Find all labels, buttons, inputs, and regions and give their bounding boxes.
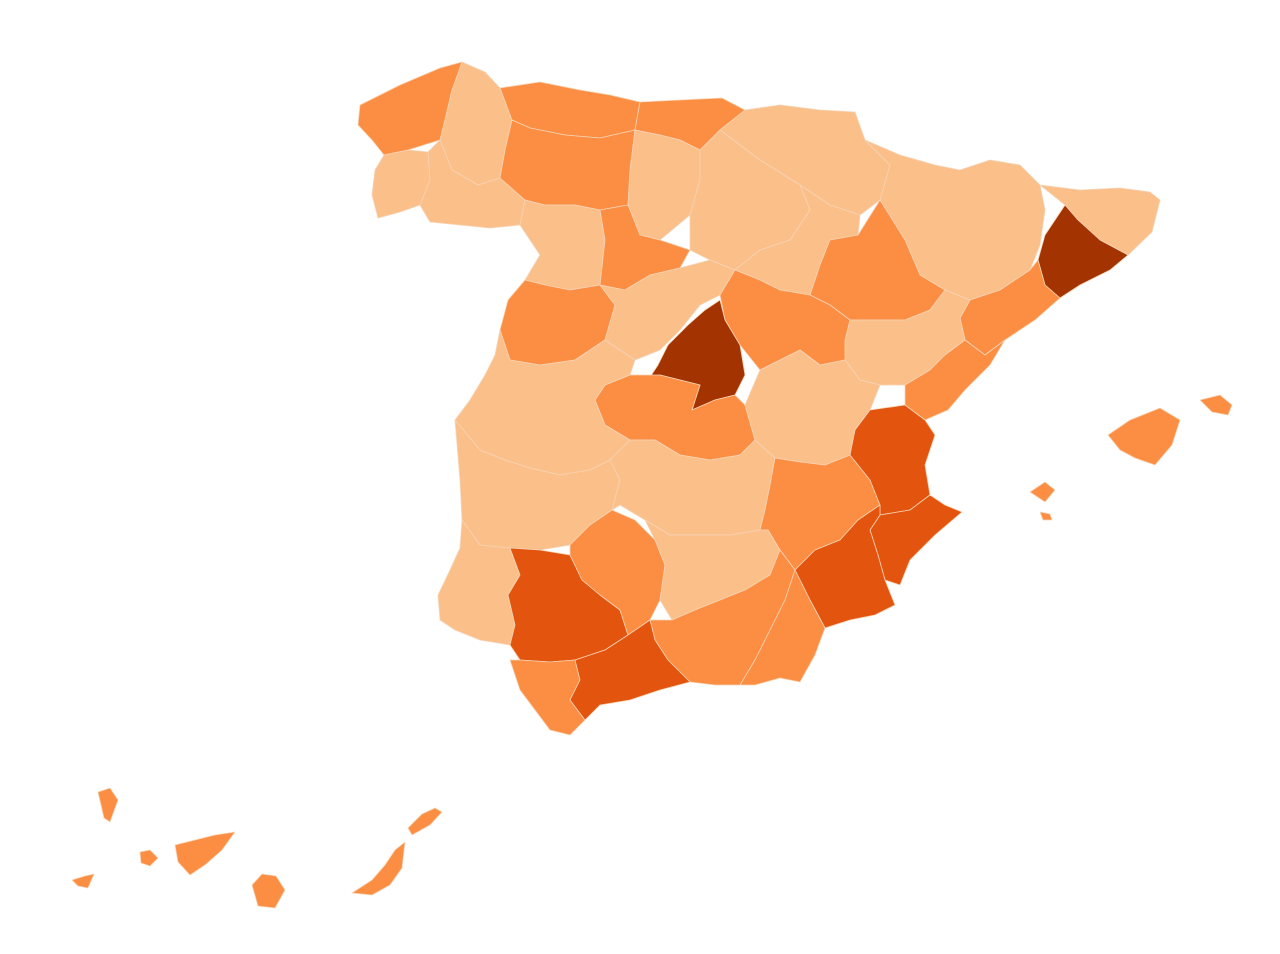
- region-castellon[interactable]: [904, 339, 1006, 421]
- region-la-gomera[interactable]: [139, 849, 159, 867]
- region-cordoba[interactable]: [569, 509, 666, 636]
- region-formentera[interactable]: [1039, 511, 1053, 521]
- region-pontevedra[interactable]: [371, 149, 431, 219]
- region-menorca[interactable]: [1199, 394, 1233, 416]
- region-fuerteventura[interactable]: [351, 841, 406, 896]
- region-ibiza[interactable]: [1029, 481, 1056, 503]
- region-el-hierro[interactable]: [71, 873, 95, 889]
- region-mallorca[interactable]: [1107, 407, 1181, 466]
- region-malaga[interactable]: [569, 619, 691, 721]
- region-barcelona[interactable]: [1037, 204, 1129, 299]
- region-palencia[interactable]: [627, 129, 701, 241]
- region-lanzarote[interactable]: [407, 807, 443, 836]
- region-almeria[interactable]: [739, 569, 826, 686]
- region-tenerife[interactable]: [174, 831, 236, 876]
- region-la-palma[interactable]: [97, 787, 119, 823]
- region-zamora[interactable]: [519, 199, 606, 291]
- region-murcia[interactable]: [794, 504, 896, 629]
- region-gran-canaria[interactable]: [251, 873, 286, 909]
